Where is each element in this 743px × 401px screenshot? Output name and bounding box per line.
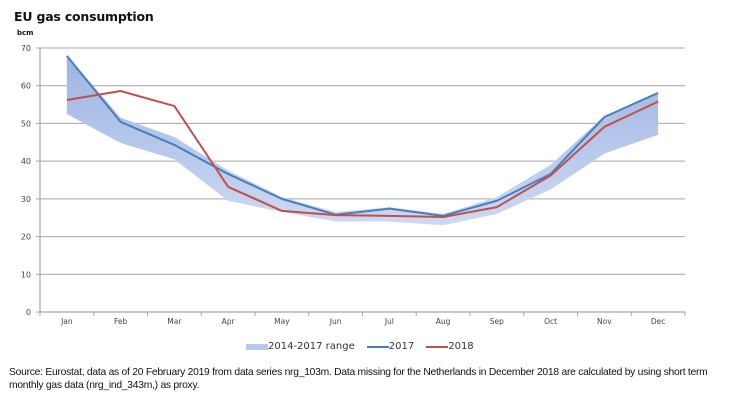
axes [39, 48, 686, 316]
x-tick-label-Feb: Feb [114, 317, 128, 326]
source-note: Source: Eurostat, data as of 20 February… [9, 367, 708, 391]
x-tick-label-Oct: Oct [544, 317, 557, 326]
y-tick-label-30: 30 [21, 195, 31, 204]
range-band-area [66, 55, 659, 226]
chart-title: EU gas consumption [14, 9, 154, 24]
y-tick-label-40: 40 [21, 157, 31, 166]
x-tick-label-May: May [274, 317, 290, 326]
legend-swatch-range [246, 343, 268, 350]
x-tick-label-Nov: Nov [597, 317, 612, 326]
legend-item-2017: 2017 [366, 341, 415, 352]
y-tick-label-50: 50 [21, 119, 31, 128]
gridlines [36, 47, 685, 313]
x-tick-label-Apr: Apr [222, 317, 236, 326]
y-tick-label-70: 70 [21, 44, 31, 53]
range-band [66, 55, 659, 226]
chart-canvas: 0 10 20 30 40 50 60 70 Jan Feb Mar Apr May Jun Jul Aug… [21, 44, 686, 326]
y-tick-label-0: 0 [26, 308, 31, 317]
y-tick-labels: 0 10 20 30 40 50 60 70 [21, 44, 31, 317]
x-tick-label-Aug: Aug [436, 317, 451, 326]
series-line-2017 [66, 55, 659, 217]
y-tick-label-60: 60 [21, 82, 31, 91]
legend-swatch-2017 [366, 345, 389, 348]
y-axis-unit-label: bcm [17, 29, 34, 37]
legend-swatch-2018 [426, 345, 449, 348]
y-tick-label-10: 10 [21, 270, 31, 279]
legend-item-range: 2014-2017 range [246, 341, 355, 352]
x-tick-label-Jul: Jul [384, 317, 394, 326]
legend-label-2017: 2017 [388, 341, 415, 352]
series-lines [66, 55, 659, 218]
legend-item-2018: 2018 [426, 341, 474, 352]
x-tick-label-Dec: Dec [651, 317, 666, 326]
x-tick-labels: Jan Feb Mar Apr May Jun Jul Aug Sep Oct Nov Dec [60, 317, 665, 326]
series-line-2018 [66, 89, 659, 218]
legend-label-range: 2014-2017 range [268, 341, 355, 352]
x-tick-label-Jan: Jan [60, 317, 73, 326]
y-tick-label-20: 20 [21, 233, 31, 242]
x-tick-label-Sep: Sep [490, 317, 504, 326]
x-tick-label-Jun: Jun [329, 317, 342, 326]
legend: 2014-2017 range 2017 2018 [246, 341, 486, 352]
legend-label-2018: 2018 [448, 341, 474, 352]
x-tick-label-Mar: Mar [167, 317, 182, 326]
